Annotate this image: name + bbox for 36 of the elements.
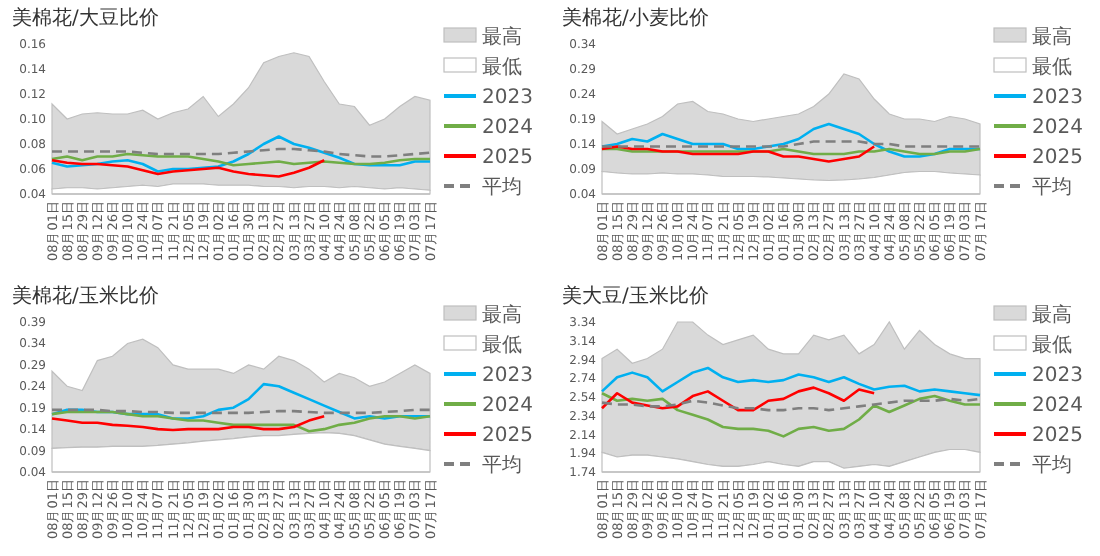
legend-label: 2024 [1032, 117, 1083, 139]
legend-label: 2023 [1032, 87, 1083, 109]
legend-label: 2024 [482, 395, 533, 417]
legend-label: 2023 [1032, 365, 1083, 387]
legend-label: 最高 [1032, 303, 1072, 327]
line-series [600, 386, 876, 412]
chart-title: 美大豆/玉米比价 [562, 284, 709, 308]
line-series [50, 414, 326, 432]
legend-label: 最低 [1032, 335, 1072, 357]
legend-label: 平均 [482, 453, 522, 477]
chart-title: 美棉花/玉米比价 [12, 284, 159, 308]
legend-label: 2023 [482, 365, 533, 387]
legend-label: 2025 [1032, 425, 1083, 447]
line-series [50, 135, 432, 173]
legend-label: 2024 [1032, 395, 1083, 417]
legend-label: 2025 [482, 147, 533, 169]
line-series [50, 158, 326, 178]
legend-label: 平均 [1032, 453, 1072, 477]
chart-title: 美棉花/大豆比价 [12, 6, 159, 30]
legend-label: 2025 [1032, 147, 1083, 169]
chart-title: 美棉花/小麦比价 [562, 6, 709, 30]
legend-label: 最低 [1032, 57, 1072, 79]
legend-label: 最低 [482, 335, 522, 357]
legend-label: 2025 [482, 425, 533, 447]
legend-label: 平均 [1032, 175, 1072, 199]
legend-label: 平均 [482, 175, 522, 199]
legend-label: 最低 [482, 57, 522, 79]
legend-label: 最高 [1032, 25, 1072, 49]
legend-label: 最高 [482, 303, 522, 327]
line-series [50, 410, 432, 433]
line-series [600, 391, 982, 438]
legend-label: 2024 [482, 117, 533, 139]
legend-label: 2023 [482, 87, 533, 109]
line-series [600, 145, 876, 163]
line-series [600, 366, 982, 397]
legend-label: 最高 [482, 25, 522, 49]
